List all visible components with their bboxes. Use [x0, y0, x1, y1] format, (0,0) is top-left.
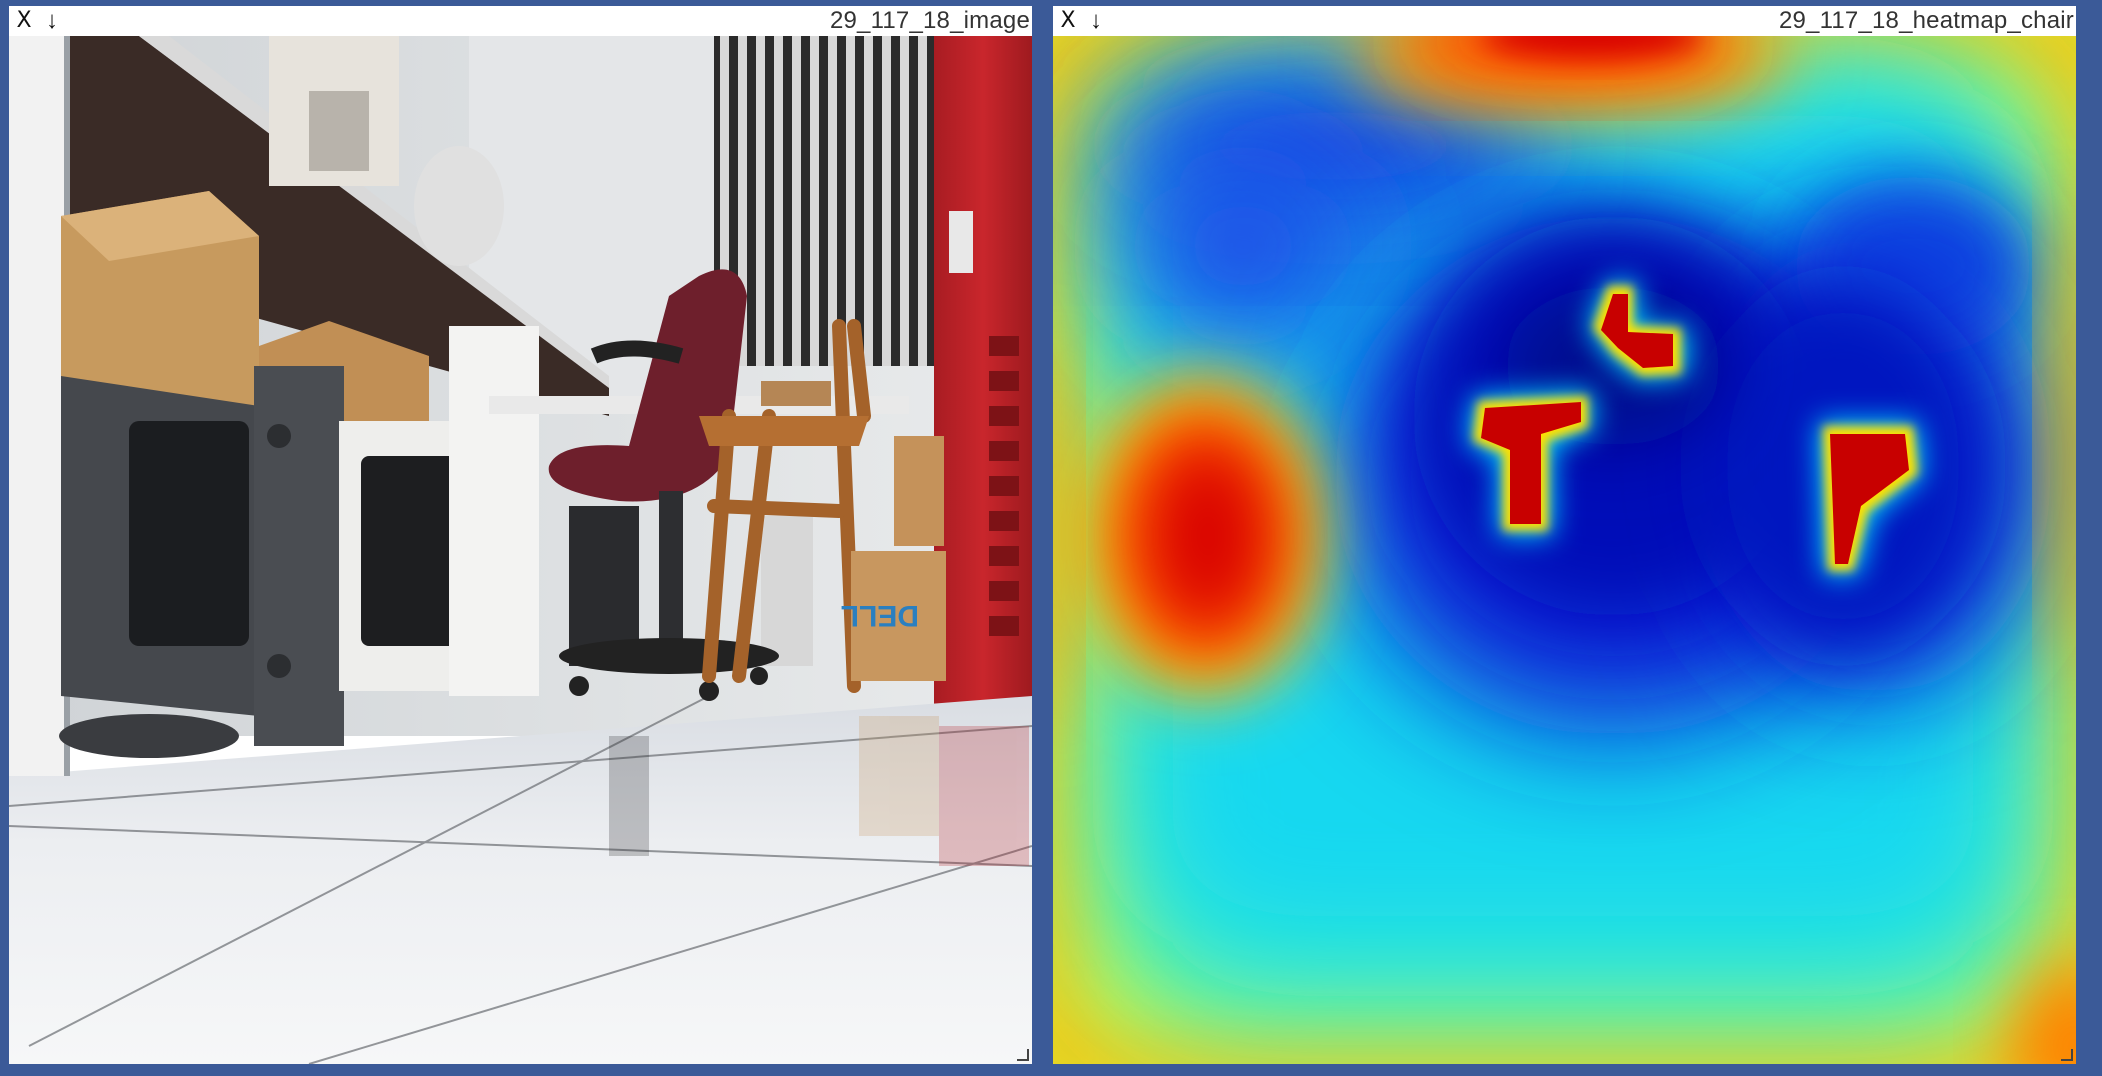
svg-text:DELL: DELL	[841, 599, 919, 632]
resize-handle[interactable]	[1017, 1049, 1029, 1061]
office-photo-illustration: DELL	[9, 36, 1032, 1064]
resize-handle[interactable]	[2061, 1049, 2073, 1061]
heatmap-panel-title: 29_117_18_heatmap_chair	[1778, 7, 2074, 34]
image-panel-title: 29_117_18_image	[829, 7, 1030, 34]
office-photo: DELL	[9, 36, 1032, 1064]
download-button[interactable]: ↓	[46, 7, 58, 34]
download-button[interactable]: ↓	[1090, 7, 1102, 34]
heatmap-panel-titlebar: X ↓ 29_117_18_heatmap_chair	[1053, 6, 2076, 36]
image-panel-titlebar: X ↓ 29_117_18_image	[9, 6, 1032, 36]
chair-heatmap	[1053, 36, 2076, 1064]
close-button[interactable]: X	[16, 8, 32, 33]
image-panel: X ↓ 29_117_18_image	[9, 6, 1032, 1064]
heatmap-panel: X ↓ 29_117_18_heatmap_chair	[1053, 6, 2076, 1064]
close-button[interactable]: X	[1060, 8, 1076, 33]
heatmap-illustration	[1053, 36, 2076, 1064]
